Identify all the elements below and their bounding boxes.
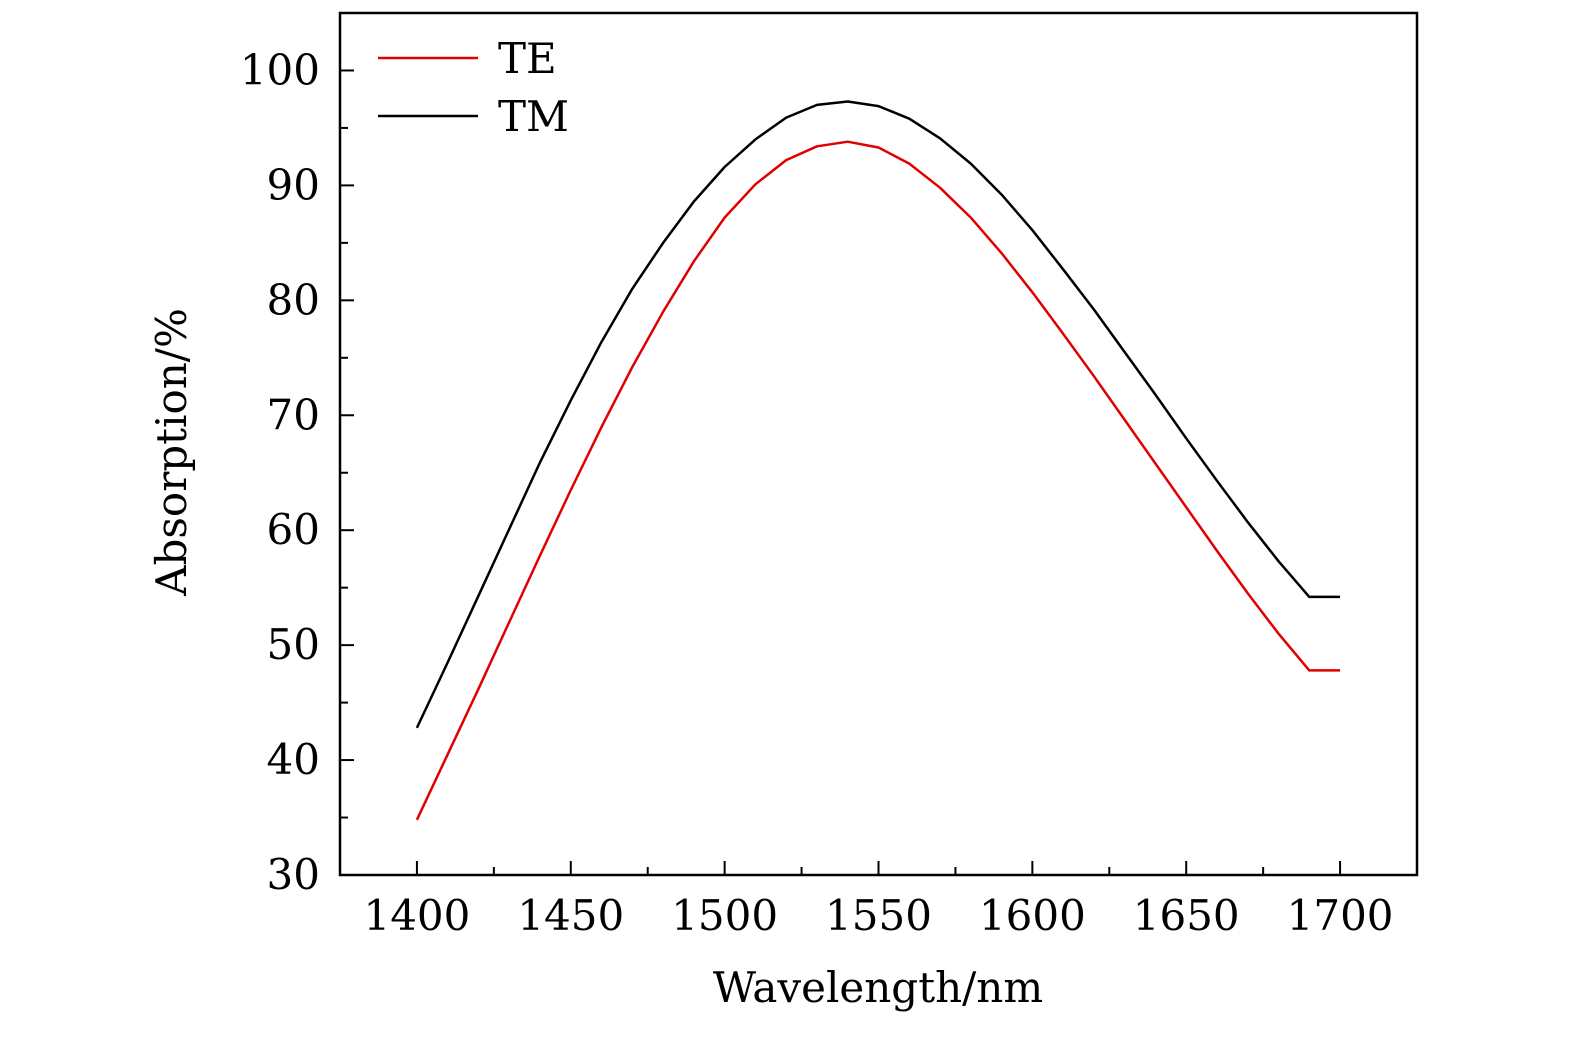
- axes-layer: 1400 1450 1500 1550 1600 1650 1700 30 40 50 60 70 80…: [240, 11, 1419, 940]
- series-line-tm: [415, 100, 1341, 729]
- x-tick-label: 1500: [671, 891, 778, 940]
- y-tick-label: 100: [240, 45, 320, 94]
- x-tick-label: 1600: [979, 891, 1086, 940]
- y-tick-label: 90: [267, 160, 320, 209]
- x-tick-label: 1400: [363, 891, 470, 940]
- y-tick-label: 50: [267, 620, 320, 669]
- legend-label-te: TE: [498, 34, 557, 83]
- series-layer: [415, 100, 1341, 821]
- y-tick-label: 80: [267, 275, 320, 324]
- x-tick-label: 1700: [1287, 891, 1394, 940]
- x-tick-label: 1550: [825, 891, 932, 940]
- x-tick-label: 1450: [517, 891, 624, 940]
- x-axis-label: Wavelength/nm: [713, 963, 1043, 1012]
- y-tick-label: 60: [267, 505, 320, 554]
- x-tick-label: 1650: [1133, 891, 1240, 940]
- legend: TE TM: [378, 34, 569, 141]
- plot-frame: [338, 11, 1419, 877]
- y-tick-label: 40: [267, 735, 320, 784]
- series-line-te: [415, 140, 1341, 821]
- y-tick-label: 70: [267, 390, 320, 439]
- y-tick-label: 30: [267, 850, 320, 899]
- legend-label-tm: TM: [498, 92, 569, 141]
- y-axis-label: Absorption/%: [147, 308, 196, 597]
